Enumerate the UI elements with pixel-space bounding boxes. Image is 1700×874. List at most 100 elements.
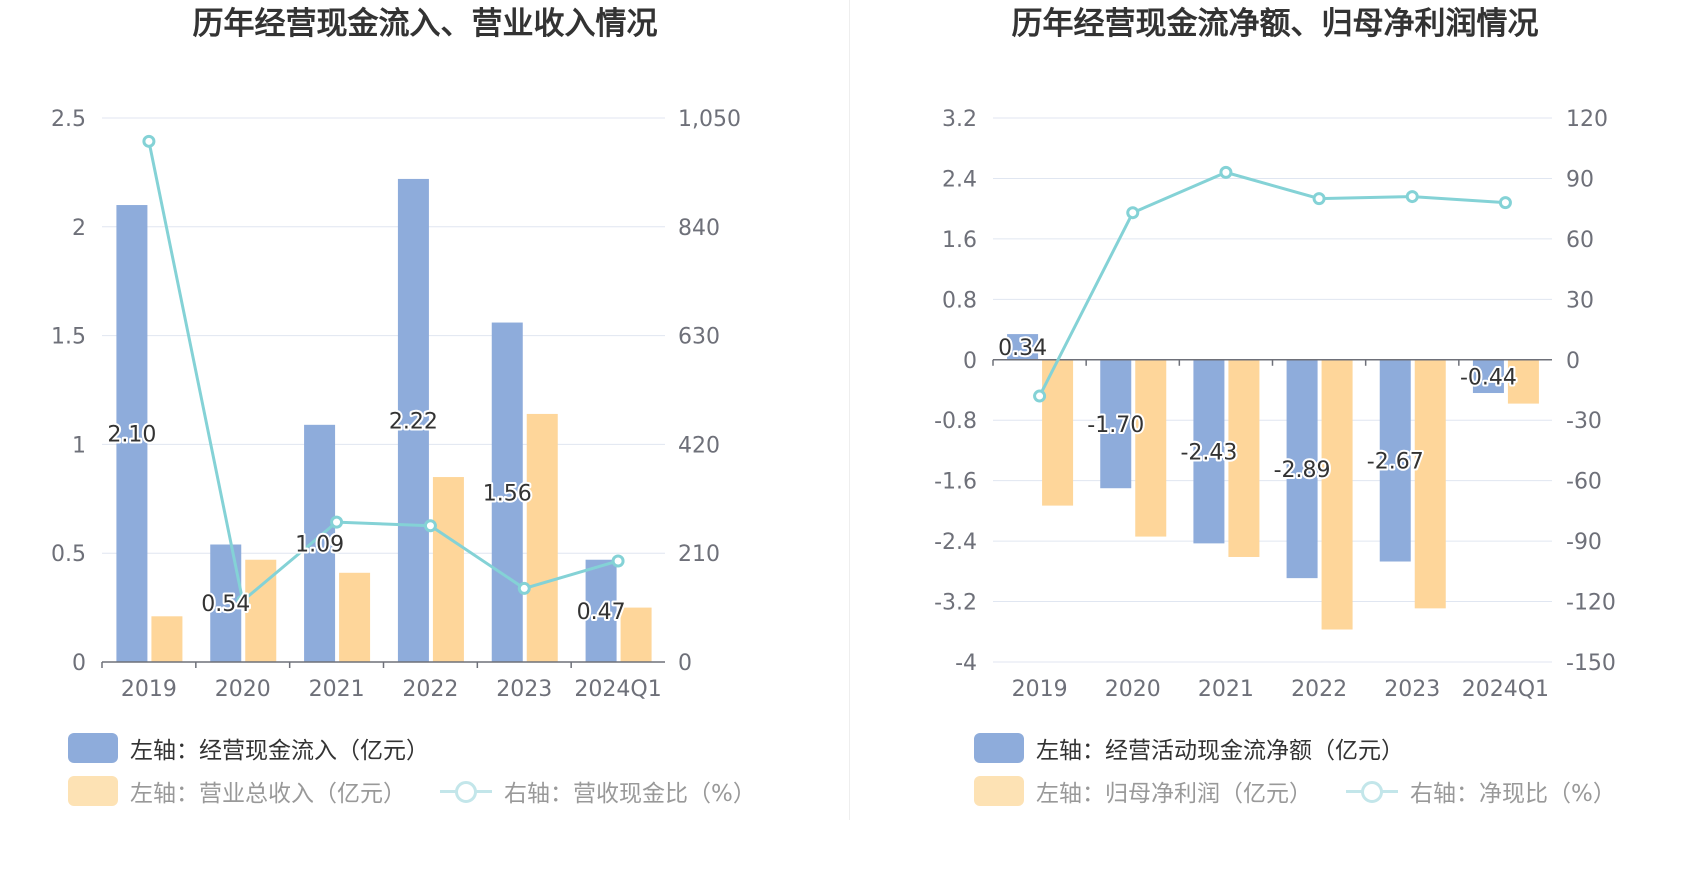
- legend-item[interactable]: 左轴：营业总收入（亿元）: [68, 774, 406, 808]
- data-label: -1.70: [1087, 413, 1144, 438]
- x-tick-label: 2024Q1: [574, 677, 661, 702]
- y-right-tick-label: 0: [678, 651, 692, 676]
- legend-row: 左轴：经营活动现金流净额（亿元）: [974, 731, 1438, 765]
- x-tick-label: 2021: [309, 677, 365, 702]
- data-label: -2.89: [1274, 458, 1331, 483]
- bar-secondary: [339, 572, 371, 662]
- legend-swatch-icon: [68, 733, 118, 763]
- y-left-tick-label: 1: [72, 433, 86, 458]
- x-tick-label: 2020: [215, 677, 271, 702]
- legend-item[interactable]: 左轴：经营活动现金流净额（亿元）: [974, 731, 1404, 765]
- data-label: 2.22: [389, 409, 438, 434]
- line-series: [147, 141, 619, 604]
- legend-label: 左轴：营业总收入（亿元）: [130, 781, 406, 807]
- y-left-tick-label: 0.8: [942, 288, 977, 313]
- legend-row: 左轴：经营现金流入（亿元）: [68, 731, 463, 765]
- bar-primary: [397, 178, 429, 663]
- legend-label: 左轴：归母净利润（亿元）: [1036, 781, 1312, 807]
- bar-secondary: [1321, 359, 1353, 630]
- bar-secondary: [151, 616, 183, 662]
- x-tick-label: 2023: [496, 677, 552, 702]
- line-point: [1033, 389, 1047, 403]
- x-tick-label: 2020: [1105, 677, 1161, 702]
- legend-item[interactable]: 右轴：净现比（%）: [1346, 774, 1616, 808]
- bar-primary: [1379, 359, 1411, 562]
- line-point: [423, 519, 437, 533]
- y-right-tick-label: -60: [1566, 470, 1602, 495]
- chart-panel-right: 历年经营现金流净额、归母净利润情况 -4 -3.2 -2.4 -1.6 -0.8 0 0.8…: [850, 0, 1700, 874]
- y-left-tick-label: 0: [963, 349, 977, 374]
- line-point: [1312, 192, 1326, 206]
- bar-primary: [1100, 359, 1132, 489]
- data-label: -0.44: [1460, 365, 1517, 390]
- x-tick-label: 2019: [121, 677, 177, 702]
- legend-item[interactable]: 右轴：营收现金比（%）: [440, 774, 756, 808]
- legend-label: 右轴：营收现金比（%）: [504, 781, 756, 807]
- line-point: [236, 594, 250, 608]
- y-left-tick-label: 3.2: [942, 107, 977, 132]
- y-right-tick-label: -120: [1566, 591, 1616, 616]
- bar-secondary: [1414, 359, 1446, 609]
- data-label: 0.34: [998, 336, 1047, 361]
- y-left-tick-label: -0.8: [934, 409, 977, 434]
- y-left-tick-label: 2.4: [942, 167, 977, 192]
- bar-primary: [585, 559, 617, 662]
- y-right-tick-label: 60: [1566, 228, 1594, 253]
- y-right-tick-label: -90: [1566, 530, 1602, 555]
- line-point: [1405, 190, 1419, 204]
- y-right-tick-label: 1,050: [678, 107, 741, 132]
- data-label: 0.54: [201, 592, 250, 617]
- line-point: [142, 134, 156, 148]
- legend-line-marker-icon: [1346, 776, 1398, 806]
- legend-swatch-icon: [974, 733, 1024, 763]
- line-point: [1126, 206, 1140, 220]
- chart-title: 历年经营现金流净额、归母净利润情况: [1011, 6, 1539, 42]
- data-label: -2.67: [1367, 450, 1424, 475]
- legend-row: 左轴：营业总收入（亿元） 右轴：营收现金比（%）: [68, 774, 790, 808]
- chart-plot: 0 0.5 1 1.5 2 2.5 0 210 420 630 840 1,050 2019 2020 20…: [51, 107, 741, 702]
- y-right-tick-label: 30: [1566, 288, 1594, 313]
- chart-panel-left: 历年经营现金流入、营业收入情况 0 0.5 1 1.5 2 2.5 0 210 420 630 84…: [51, 6, 790, 808]
- line-point: [1498, 196, 1512, 210]
- y-left-tick-label: -1.6: [934, 470, 977, 495]
- legend-item[interactable]: 左轴：经营现金流入（亿元）: [68, 731, 429, 765]
- y-right-tick-label: 630: [678, 325, 720, 350]
- line-series: [1038, 170, 1506, 397]
- legend-item[interactable]: 左轴：归母净利润（亿元）: [974, 774, 1312, 808]
- bar-secondary: [432, 477, 464, 662]
- bar-secondary: [1228, 359, 1260, 557]
- y-right-tick-label: 120: [1566, 107, 1608, 132]
- y-left-tick-label: 2: [72, 216, 86, 241]
- data-label: 1.09: [295, 532, 344, 557]
- y-left-tick-label: 1.6: [942, 228, 977, 253]
- bar-primary: [1007, 334, 1039, 360]
- y-right-tick-label: 420: [678, 433, 720, 458]
- chart-plot: -4 -3.2 -2.4 -1.6 -0.8 0 0.8 1.6 2.4 3.2 -150 -120 -…: [934, 107, 1616, 702]
- x-tick-label: 2023: [1384, 677, 1440, 702]
- bar-secondary: [526, 413, 558, 662]
- y-left-tick-label: 0.5: [51, 542, 86, 567]
- bar-primary: [491, 322, 523, 662]
- legend-label: 右轴：净现比（%）: [1410, 781, 1616, 807]
- line-point: [517, 581, 531, 595]
- panel-divider: [849, 0, 850, 820]
- y-right-tick-label: -150: [1566, 651, 1616, 676]
- x-tick-label: 2024Q1: [1462, 677, 1549, 702]
- y-left-tick-label: -4: [955, 651, 977, 676]
- line-point: [611, 554, 625, 568]
- data-label: 1.56: [483, 481, 532, 506]
- y-right-tick-label: 90: [1566, 167, 1594, 192]
- line-point: [1219, 165, 1233, 179]
- bar-secondary: [1507, 359, 1539, 404]
- y-left-tick-label: 0: [72, 651, 86, 676]
- x-tick-label: 2022: [1291, 677, 1347, 702]
- legend-row: 左轴：归母净利润（亿元） 右轴：净现比（%）: [974, 774, 1650, 808]
- bar-primary: [1472, 359, 1504, 394]
- legend-label: 左轴：经营现金流入（亿元）: [130, 738, 429, 764]
- legend-line-marker-icon: [440, 776, 492, 806]
- y-left-tick-label: 2.5: [51, 107, 86, 132]
- y-right-tick-label: 210: [678, 542, 720, 567]
- legend-swatch-icon: [974, 776, 1024, 806]
- bar-secondary: [620, 607, 652, 662]
- bar-primary: [1286, 359, 1318, 579]
